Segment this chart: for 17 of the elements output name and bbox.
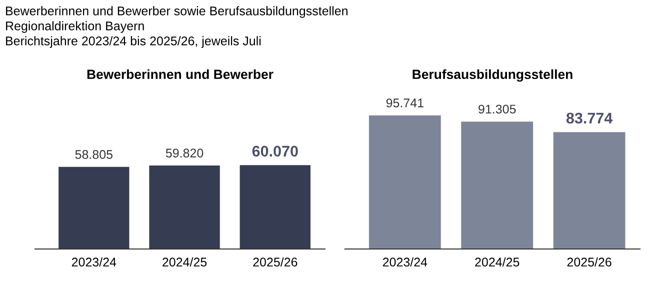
data-label: 59.820 bbox=[166, 148, 204, 158]
x-tick-label: 2023/24 bbox=[72, 257, 116, 267]
text: Bewerberinnen und Bewerber sowie Berufsausbildungsstellen bbox=[6, 6, 348, 18]
chart-title: Berufsausbildungsstellen bbox=[412, 69, 572, 82]
data-label: 58.805 bbox=[75, 150, 112, 159]
data-label: 60.070 bbox=[252, 146, 298, 157]
x-tick-label: 2024/25 bbox=[162, 257, 207, 267]
x-tick-label: 2025/26 bbox=[253, 257, 298, 267]
chart-title: Bewerberinnen und Bewerber bbox=[87, 69, 274, 80]
x-tick-label: 2023/24 bbox=[382, 257, 428, 267]
x-tick-label: 2025/26 bbox=[567, 257, 612, 267]
data-label: 83.774 bbox=[566, 112, 613, 124]
data-label: 91.305 bbox=[478, 104, 516, 114]
x-tick-label: 2024/25 bbox=[475, 257, 520, 267]
text: Berichtsjahre 2023/24 bis 2025/26, jeweils Juli bbox=[6, 36, 261, 48]
text: Regionaldirektion Bayern bbox=[6, 21, 144, 33]
data-label: 95.741 bbox=[386, 98, 424, 108]
